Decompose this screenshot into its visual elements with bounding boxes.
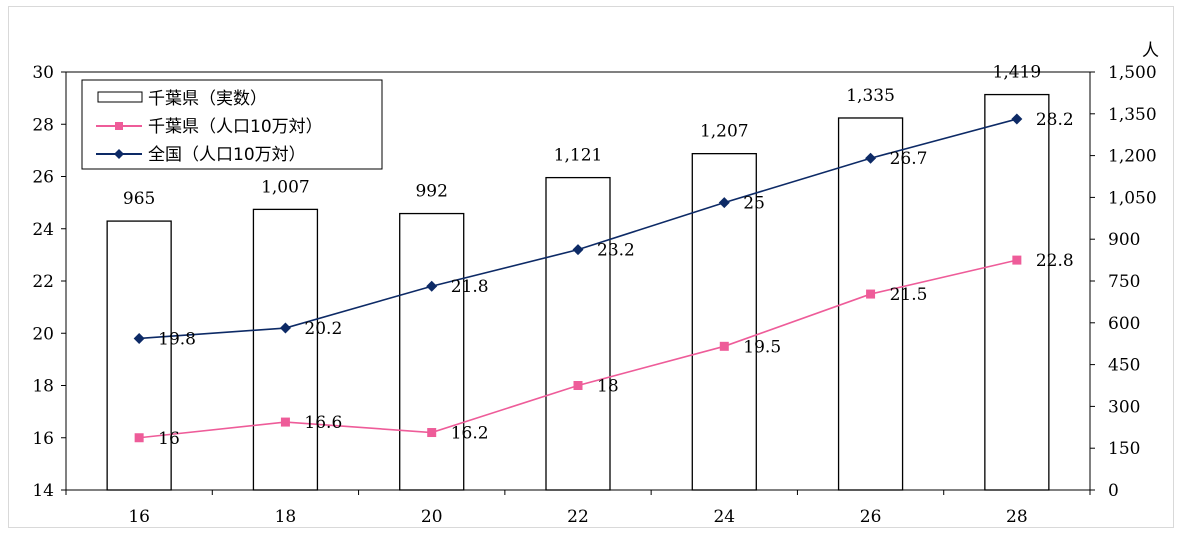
legend-swatch-bar [97, 91, 143, 103]
y2-axis-tick-label: 0 [1108, 481, 1119, 501]
y-axis-tick-label: 28 [32, 115, 54, 135]
marker-diamond [718, 197, 730, 209]
bar-value-label: 1,335 [846, 86, 895, 106]
y2-axis-tick-label: 600 [1108, 314, 1140, 334]
y-axis-tick-label: 24 [32, 220, 54, 240]
x-axis-tick-label: 16 [128, 507, 150, 527]
marker-square [719, 341, 729, 351]
bar [545, 176, 611, 491]
y-axis-tick-label: 14 [32, 481, 54, 501]
marker-diamond [865, 152, 877, 164]
marker-diamond [1011, 113, 1023, 125]
x-axis-tick-label: 22 [567, 507, 589, 527]
point-value-label: 18 [597, 377, 619, 397]
bar [837, 117, 904, 491]
y-axis-tick-label: 26 [32, 168, 54, 188]
bar [399, 212, 465, 491]
point-value-label: 16 [158, 429, 180, 449]
marker-square [280, 417, 290, 427]
marker-square [866, 289, 876, 299]
x-axis-tick-label: 24 [713, 507, 735, 527]
marker-square [1012, 255, 1022, 265]
bar-value-label: 965 [123, 189, 155, 209]
bar [984, 93, 1050, 491]
bar-value-label: 1,121 [554, 146, 603, 166]
legend: 千葉県（実数） 千葉県（人口10万対） 全国（人口10万対） [81, 79, 383, 170]
marker-square [427, 428, 437, 438]
marker-diamond [572, 244, 584, 256]
y-axis-tick-label: 22 [32, 272, 54, 292]
bar [252, 208, 319, 491]
y2-axis-tick-label: 1,050 [1108, 188, 1157, 208]
point-value-label: 16.6 [304, 413, 342, 433]
y-axis-tick-label: 16 [32, 429, 54, 449]
y2-axis-tick-label: 150 [1108, 439, 1140, 459]
marker-square [573, 381, 583, 390]
x-axis-tick-label: 26 [860, 507, 882, 527]
point-value-label: 25 [743, 194, 765, 214]
x-axis-tick-label: 28 [1006, 507, 1028, 527]
y2-axis-tick-label: 1,200 [1108, 147, 1157, 167]
point-value-label: 22.8 [1036, 251, 1074, 271]
marker-diamond [133, 332, 145, 344]
data-labels: 965 1,007 992 1,121 1,207 1,335 1,419 19.8 20.2 2… [123, 63, 1074, 449]
x-axis-tick-label: 18 [275, 507, 297, 527]
marker-diamond [426, 280, 438, 292]
point-value-label: 20.2 [304, 319, 342, 339]
marker-diamond [279, 322, 291, 334]
bar-value-label: 1,419 [993, 63, 1042, 83]
y2-axis-tick-label: 750 [1108, 272, 1140, 292]
marker-square [134, 433, 144, 443]
point-value-label: 28.2 [1036, 110, 1074, 130]
axes: 14161820222426283001503004506007509001,0… [32, 63, 1156, 527]
bars-series [106, 93, 1050, 491]
point-value-label: 21.5 [890, 285, 928, 305]
y2-axis-tick-label: 1,500 [1108, 63, 1157, 83]
point-value-label: 16.2 [451, 424, 489, 444]
legend-label-navy: 全国（人口10万対） [148, 145, 306, 165]
y-axis-tick-label: 30 [32, 63, 54, 83]
y2-axis-tick-label: 900 [1108, 230, 1140, 250]
y2-axis-tick-label: 1,350 [1108, 105, 1157, 125]
point-value-label: 19.5 [743, 337, 781, 357]
y2-axis-tick-label: 450 [1108, 356, 1140, 376]
legend-label-pink: 千葉県（人口10万対） [148, 117, 323, 137]
bar-value-label: 1,207 [700, 122, 749, 142]
y2-axis-unit: 人 [1142, 41, 1159, 61]
point-value-label: 23.2 [597, 241, 635, 261]
bar-value-label: 992 [415, 182, 447, 202]
legend-label-bar: 千葉県（実数） [148, 89, 267, 109]
point-value-label: 19.8 [158, 329, 196, 349]
point-value-label: 26.7 [890, 149, 928, 169]
y-axis-tick-label: 20 [32, 324, 54, 344]
y2-axis-tick-label: 300 [1108, 397, 1140, 417]
point-value-label: 21.8 [451, 277, 489, 297]
y-axis-tick-label: 18 [32, 377, 54, 397]
legend-marker-pink [115, 122, 123, 130]
legend-marker-navy [114, 149, 124, 159]
x-axis-tick-label: 20 [421, 507, 443, 527]
lines-series [133, 113, 1023, 443]
bar [106, 220, 172, 491]
bar-value-label: 1,007 [261, 177, 310, 197]
